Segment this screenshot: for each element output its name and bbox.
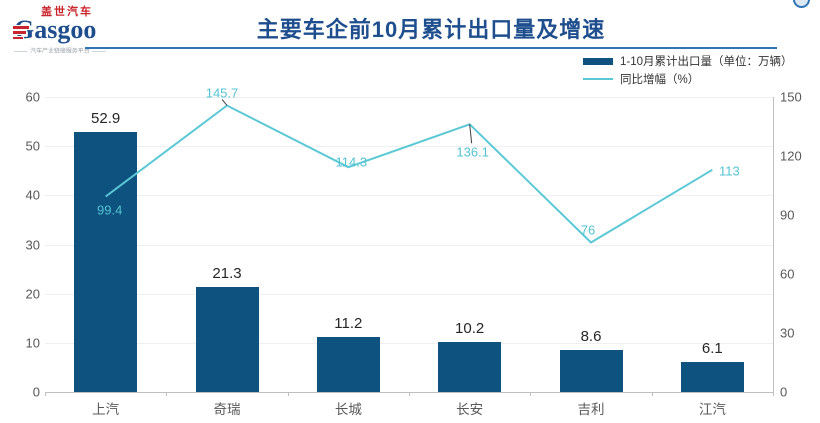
- bar-江汽: [680, 362, 744, 392]
- right-axis-tick-label: 120: [780, 148, 802, 164]
- right-axis-tick-label: 60: [780, 266, 795, 282]
- x-axis-tick: [530, 392, 531, 396]
- legend-item-export-volume: 1-10月累计出口量（单位：万辆）: [583, 52, 793, 70]
- category-label-上汽: 上汽: [92, 402, 120, 417]
- line-value-label: 99.4: [97, 202, 123, 217]
- logo-wordmark: Gasgoo: [13, 15, 134, 44]
- right-axis-tick-label: 150: [780, 89, 802, 105]
- legend-item-yoy-growth: 同比增幅（%）: [583, 70, 793, 88]
- gasgoo-logo: 盖世汽车 Gasgoo 汽车产业链接服务平台: [13, 6, 134, 56]
- partial-circle-decoration-icon: [793, 0, 810, 8]
- bar-series-swatch-icon: [583, 57, 613, 65]
- legend-label: 同比增幅（%）: [620, 74, 700, 86]
- left-axis-tick-label: 30: [25, 237, 40, 252]
- bar-value-label: 10.2: [455, 319, 485, 337]
- logo-red-stripes-icon: [13, 26, 29, 39]
- label-leader-line: [469, 124, 473, 144]
- x-axis-tick: [773, 392, 774, 396]
- left-axis-tick-label: 50: [25, 138, 40, 154]
- chart-legend: 1-10月累计出口量（单位：万辆） 同比增幅（%）: [583, 52, 793, 88]
- category-label-吉利: 吉利: [577, 402, 605, 417]
- line-value-label: 114.3: [335, 154, 368, 170]
- line-value-label: 145.7: [205, 85, 239, 101]
- growth-line-chart: [105, 99, 713, 244]
- logo-chinese-text: 盖世汽车: [41, 6, 93, 18]
- gridline: [45, 342, 773, 344]
- bar-奇瑞: [195, 287, 259, 392]
- bar-长城: [316, 336, 380, 392]
- logo-tagline: 汽车产业链接服务平台: [14, 47, 116, 56]
- bar-value-label: 52.9: [91, 109, 121, 127]
- line-series-swatch-icon: [583, 78, 613, 80]
- x-axis-tick: [166, 392, 167, 396]
- line-value-label: 76: [580, 222, 596, 238]
- x-axis-labels: 上汽 奇瑞 长城 长安 吉利 江汽: [45, 398, 773, 418]
- bar-长安: [438, 341, 502, 392]
- gridline: [45, 195, 773, 197]
- x-axis-tick: [652, 392, 653, 396]
- logo-wordmark-text: Gasgoo: [14, 15, 97, 44]
- bar-value-label: 21.3: [212, 265, 242, 283]
- left-axis-tick-label: 40: [25, 187, 40, 203]
- right-axis-tick-label: 0: [780, 384, 788, 400]
- label-leader-line: [221, 99, 228, 106]
- page-title: 主要车企前10月累计出口量及增速: [256, 17, 606, 42]
- bar-value-label: 11.2: [334, 314, 363, 332]
- growth-line: [105, 104, 713, 244]
- category-label-长安: 长安: [456, 402, 484, 417]
- x-axis-tick: [45, 392, 46, 396]
- gridline: [45, 293, 773, 295]
- bar-value-label: 8.6: [580, 327, 602, 345]
- line-value-label: 136.1: [456, 144, 489, 160]
- line-value-label: 113: [718, 163, 740, 179]
- x-axis-tick: [288, 392, 289, 396]
- left-axis-tick-label: 0: [32, 384, 40, 400]
- bar-吉利: [559, 349, 623, 392]
- category-label-长城: 长城: [334, 402, 362, 417]
- category-label-奇瑞: 奇瑞: [213, 402, 241, 417]
- right-axis-tick-label: 90: [780, 207, 795, 223]
- right-axis-tick-label: 30: [780, 325, 795, 341]
- gridline: [45, 97, 773, 98]
- header-divider: [85, 47, 777, 49]
- bar-value-label: 6.1: [701, 340, 723, 358]
- bar-上汽: [74, 131, 138, 392]
- right-axis-labels: 0 30 60 90 120 150: [780, 90, 818, 400]
- left-axis-tick-label: 60: [25, 89, 40, 105]
- left-axis-tick-label: 20: [25, 286, 40, 302]
- plot-area: 52.9 21.3 11.2 10.2 8.6 6.1 99.4 145.7 114.3 136.…: [45, 86, 774, 396]
- legend-label: 1-10月累计出口量（单位：万辆）: [620, 56, 793, 68]
- category-label-江汽: 江汽: [698, 402, 726, 417]
- left-axis-labels: 0 10 20 30 40 50 60: [2, 90, 40, 400]
- left-axis-tick-label: 10: [25, 335, 40, 351]
- x-axis-tick: [409, 392, 410, 396]
- gridline: [45, 244, 773, 246]
